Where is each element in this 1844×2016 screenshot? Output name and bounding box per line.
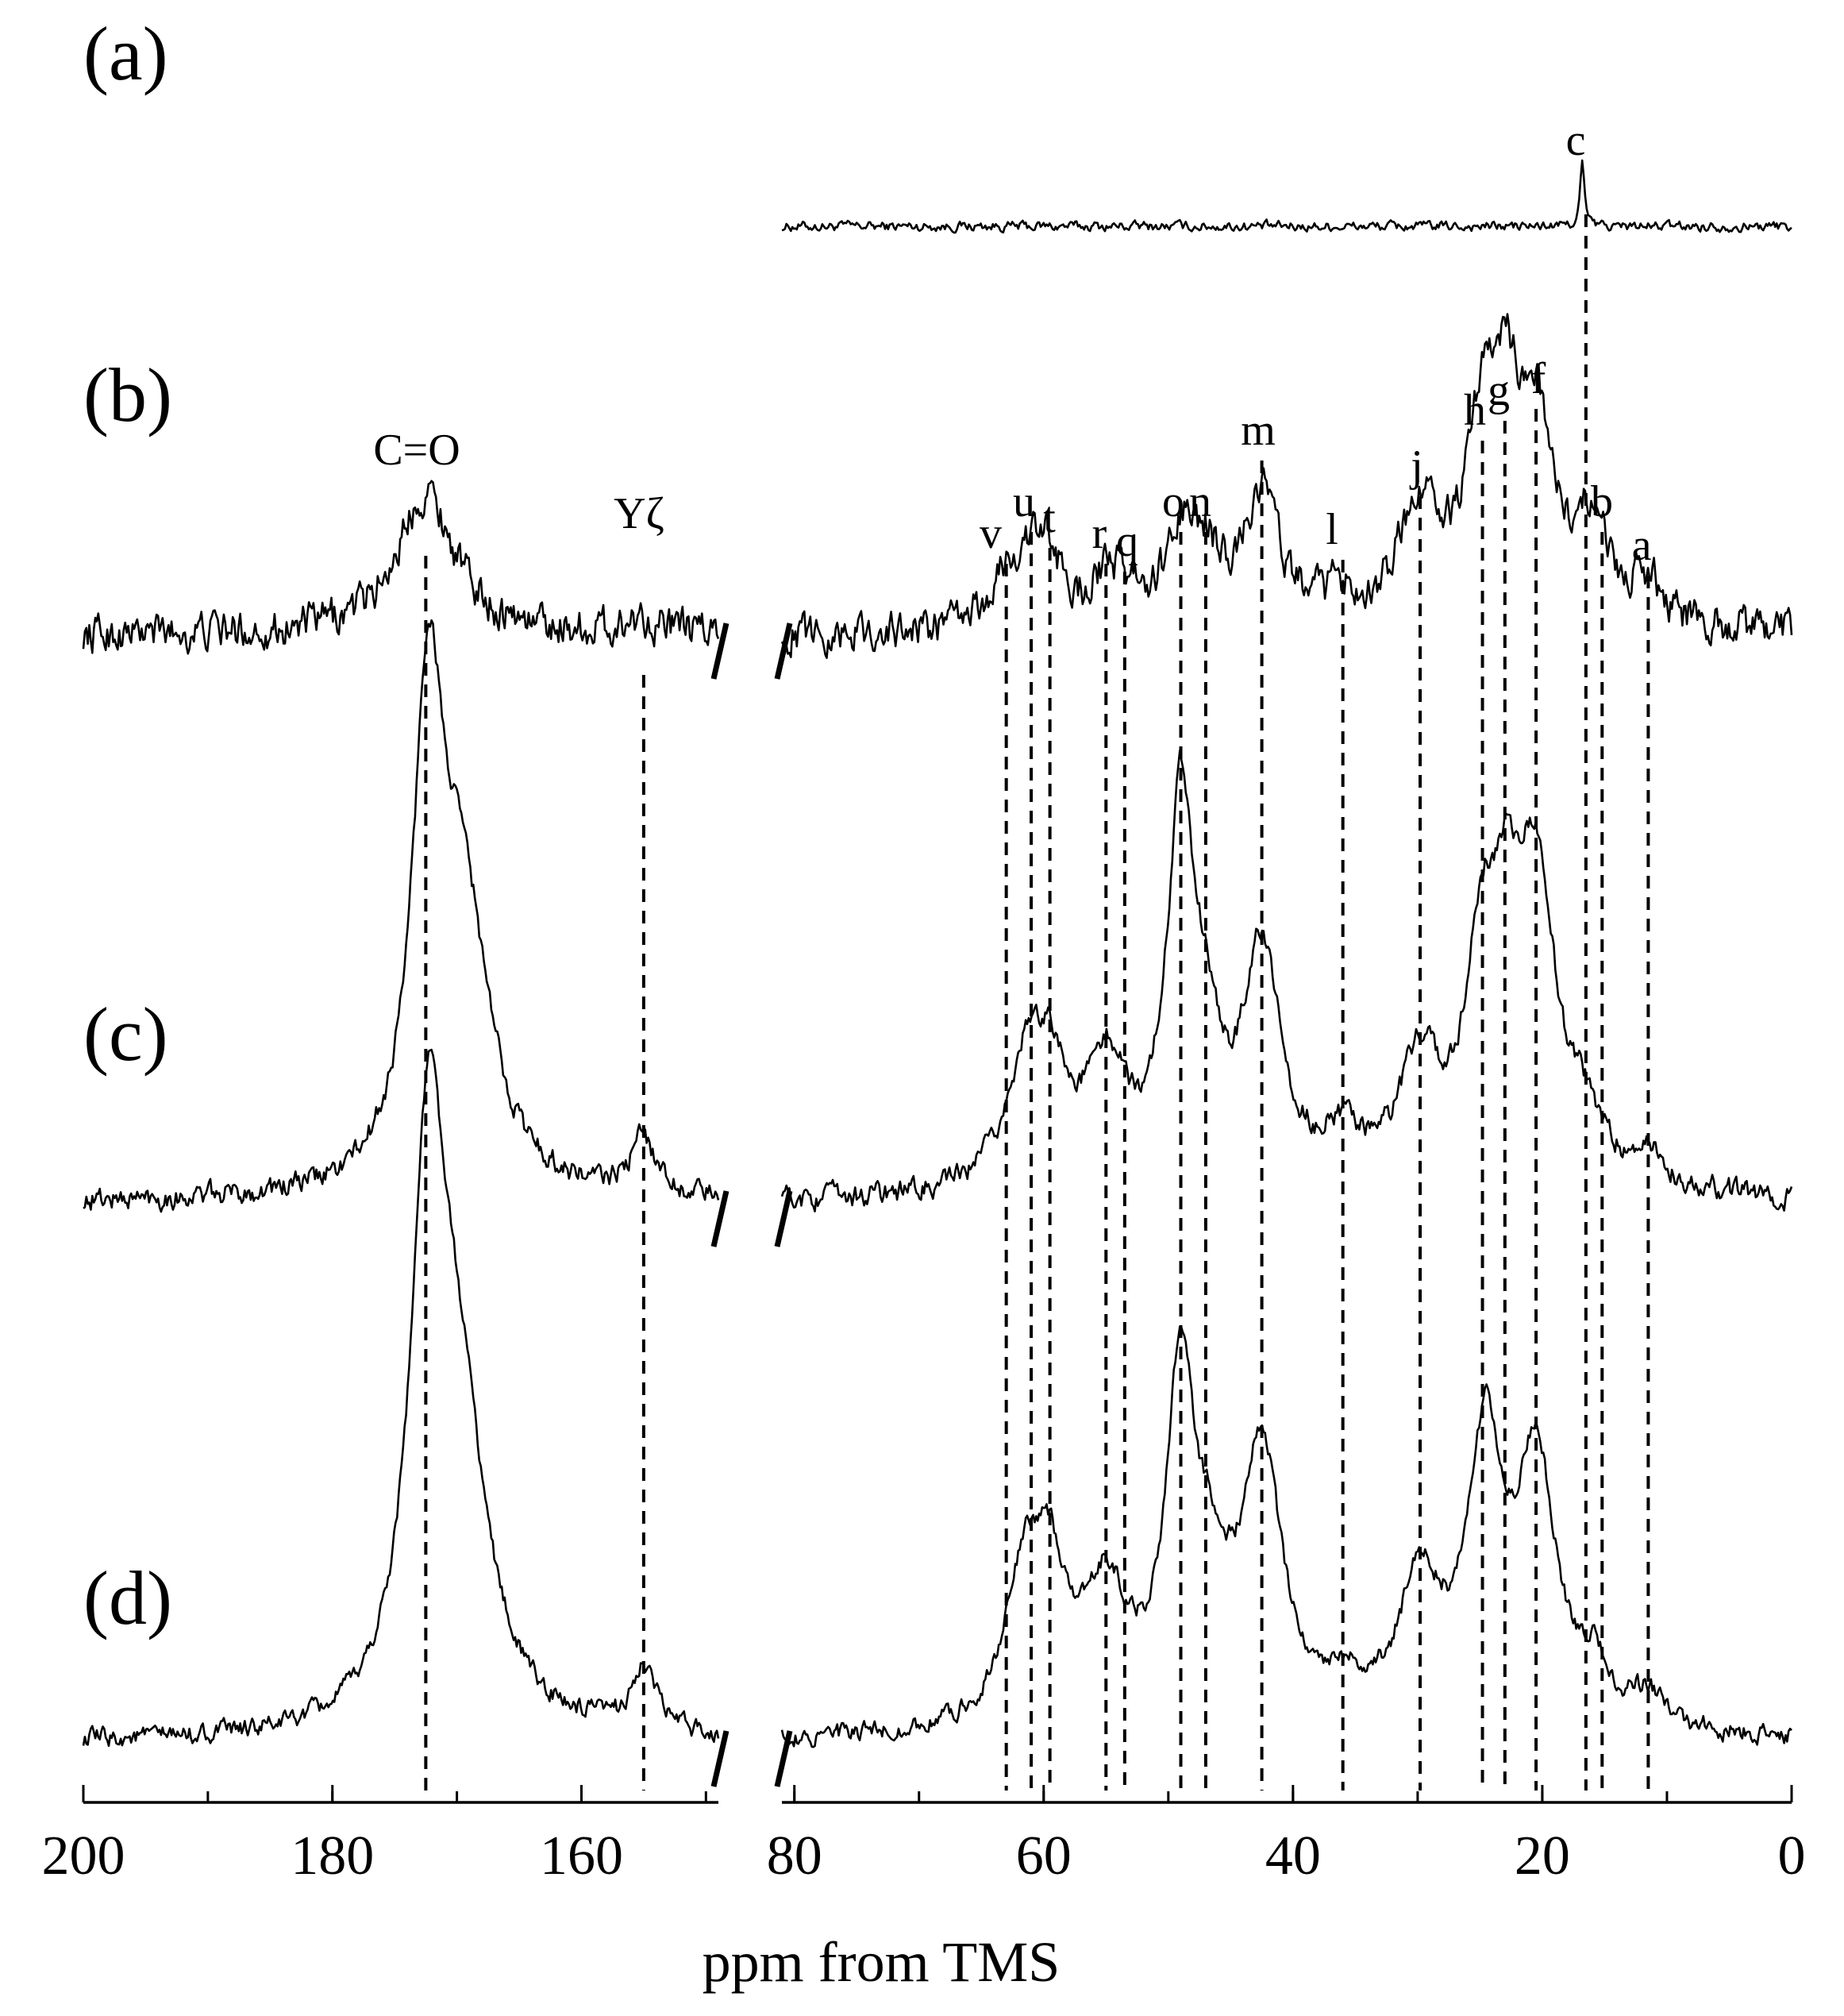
panel-label-a: (a) bbox=[83, 11, 168, 96]
x-tick-label-0: 0 bbox=[1778, 1825, 1806, 1887]
panel-label-d: (d) bbox=[83, 1555, 172, 1640]
peak-label-Y: Yζ bbox=[614, 489, 664, 538]
x-tick-label-40: 40 bbox=[1265, 1825, 1321, 1887]
x-tick-label-60: 60 bbox=[1016, 1825, 1072, 1887]
peak-labels: C=O Yζ vu t r qo nm l jh g f c ba bbox=[373, 116, 1651, 570]
x-tick-label-20: 20 bbox=[1515, 1825, 1570, 1887]
assignment-guide-lines bbox=[424, 214, 1650, 1791]
peak-label-l: l bbox=[1326, 505, 1338, 554]
x-axis-label: ppm from TMS bbox=[703, 1930, 1061, 1994]
axis-break-mark-c-1 bbox=[774, 1190, 793, 1247]
peak-label-b: b bbox=[1591, 477, 1613, 526]
peak-label-h: h bbox=[1464, 386, 1486, 435]
spectrum-trace-d-seg1 bbox=[780, 1325, 1792, 1748]
panel-labels: (a) (b) (c) (d) bbox=[83, 11, 172, 1640]
peak-label-u: u bbox=[1013, 477, 1035, 526]
axis-break-mark-d-0 bbox=[710, 1730, 730, 1787]
peak-label-v: v bbox=[980, 509, 1002, 558]
peak-label-g: g bbox=[1488, 366, 1510, 415]
axis-break-mark-b-0 bbox=[710, 623, 730, 680]
x-tick-label-80: 80 bbox=[767, 1825, 822, 1887]
spectrum-trace-b-seg0 bbox=[82, 480, 720, 655]
spectrum-trace-c-seg1 bbox=[780, 750, 1793, 1212]
spectrum-trace-d-seg0 bbox=[82, 1048, 720, 1748]
spectrum-traces bbox=[82, 159, 1793, 1787]
peak-label-f: f bbox=[1531, 354, 1546, 403]
peak-label-r: r bbox=[1092, 509, 1107, 558]
x-tick-label-160: 160 bbox=[540, 1825, 623, 1887]
axis-break-mark-c-0 bbox=[710, 1190, 730, 1247]
peak-label-q: q bbox=[1116, 517, 1138, 566]
x-axis: 200 180 160 80 60 40 20 0 bbox=[42, 1785, 1806, 1887]
peak-label-o: o bbox=[1162, 477, 1184, 526]
peak-label-m: m bbox=[1241, 406, 1276, 455]
peak-label-n: n bbox=[1189, 477, 1211, 526]
axis-break-mark-d-1 bbox=[774, 1730, 793, 1787]
peak-label-t: t bbox=[1043, 493, 1056, 542]
spectrum-trace-a-seg0 bbox=[781, 159, 1792, 234]
spectrum-trace-b-seg1 bbox=[780, 313, 1793, 659]
panel-label-b: (b) bbox=[83, 353, 172, 438]
peak-label-CO: C=O bbox=[373, 426, 460, 475]
x-tick-label-180: 180 bbox=[291, 1825, 374, 1887]
x-tick-label-200: 200 bbox=[42, 1825, 125, 1887]
peak-label-c: c bbox=[1566, 116, 1586, 165]
axis-break-mark-b-1 bbox=[774, 623, 793, 680]
panel-label-c: (c) bbox=[83, 992, 168, 1077]
peak-label-j: j bbox=[1409, 441, 1423, 491]
peak-label-a: a bbox=[1632, 521, 1652, 570]
spectrum-trace-c-seg0 bbox=[83, 619, 720, 1213]
